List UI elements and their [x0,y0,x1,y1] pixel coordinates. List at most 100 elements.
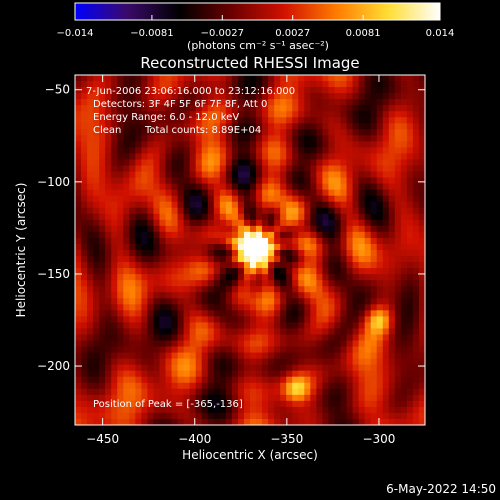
heatmap-cell [99,322,106,329]
heatmap-cell [310,81,317,88]
heatmap-cell [87,153,94,160]
heatmap-cell [346,382,353,390]
heatmap-cell [334,322,341,329]
heatmap-cell [201,123,209,130]
heatmap-cell [418,177,426,185]
heatmap-cell [165,268,172,275]
heatmap-cell [370,304,378,311]
heatmap-cell [382,75,390,82]
heatmap-cell [268,256,275,263]
heatmap-cell [165,262,172,269]
heatmap-cell [171,141,178,148]
heatmap-cell [171,213,178,221]
heatmap-cell [153,418,160,426]
heatmap-cell [358,93,366,100]
heatmap-cell [183,75,191,82]
heatmap-cell [274,117,281,124]
heatmap-cell [370,328,378,335]
heatmap-cell [316,93,323,100]
heatmap-cell [346,412,353,420]
heatmap-cell [322,93,329,100]
heatmap-cell [328,147,335,154]
heatmap-cell [406,117,414,124]
heatmap-cell [141,418,148,426]
heatmap-cell [406,274,414,281]
heatmap-cell [364,376,372,384]
heatmap-cell [159,81,166,88]
heatmap-cell [370,201,378,209]
heatmap-cell [243,340,251,347]
heatmap-cell [93,412,100,420]
heatmap-cell [388,364,396,372]
heatmap-cell [418,129,426,136]
heatmap-cell [117,159,124,166]
heatmap-cell [328,322,335,329]
heatmap-cell [213,75,221,82]
heatmap-cell [322,201,329,209]
heatmap-cell [250,358,257,366]
heatmap-cell [231,358,239,366]
heatmap-cell [394,316,402,323]
heatmap-cell [93,153,100,160]
heatmap-cell [268,219,275,227]
heatmap-cell [123,400,130,408]
heatmap-cell [370,346,378,353]
heatmap-cell [268,412,275,420]
heatmap-cell [123,268,130,275]
heatmap-cell [298,310,305,317]
heatmap-cell [262,105,269,112]
heatmap-cell [304,171,311,178]
heatmap-cell [237,274,245,281]
heatmap-cell [225,195,233,203]
heatmap-cell [340,274,347,281]
heatmap-cell [412,376,420,384]
heatmap-cell [418,141,426,148]
heatmap-cell [358,256,366,263]
heatmap-cell [231,243,239,251]
heatmap-cell [135,406,142,414]
heatmap-cell [274,304,281,311]
heatmap-cell [153,322,160,329]
heatmap-cell [322,412,329,420]
heatmap-cell [316,334,323,341]
heatmap-cell [177,292,185,299]
heatmap-cell [370,141,378,148]
heatmap-cell [406,159,414,166]
heatmap-cell [322,153,329,160]
heatmap-cell [376,412,384,420]
heatmap-cell [334,207,341,215]
heatmap-cell [376,165,384,172]
heatmap-cell [87,298,94,305]
heatmap-cell [412,201,420,209]
heatmap-cell [153,286,160,293]
heatmap-cell [129,129,136,136]
heatmap-cell [352,195,360,203]
heatmap-cell [418,274,426,281]
heatmap-cell [286,111,293,118]
heatmap-cell [268,364,275,372]
heatmap-cell [219,111,227,118]
heatmap-cell [183,358,191,366]
heatmap-cell [81,394,88,402]
heatmap-cell [256,268,263,275]
heatmap-cell [219,99,227,106]
heatmap-cell [406,201,414,209]
heatmap-cell [237,243,245,251]
heatmap-cell [195,328,203,335]
heatmap-cell [183,352,191,360]
heatmap-cell [328,358,335,366]
heatmap-cell [189,165,197,172]
heatmap-cell [346,207,353,215]
heatmap-cell [256,201,263,209]
heatmap-cell [418,382,426,390]
heatmap-cell [123,213,130,221]
heatmap-cell [358,159,366,166]
heatmap-cell [310,243,317,251]
heatmap-cell [382,268,390,275]
heatmap-cell [237,135,245,142]
heatmap-cell [256,225,263,233]
heatmap-cell [219,243,227,251]
heatmap-cell [171,111,178,118]
heatmap-cell [189,117,197,124]
heatmap-cell [382,243,390,251]
